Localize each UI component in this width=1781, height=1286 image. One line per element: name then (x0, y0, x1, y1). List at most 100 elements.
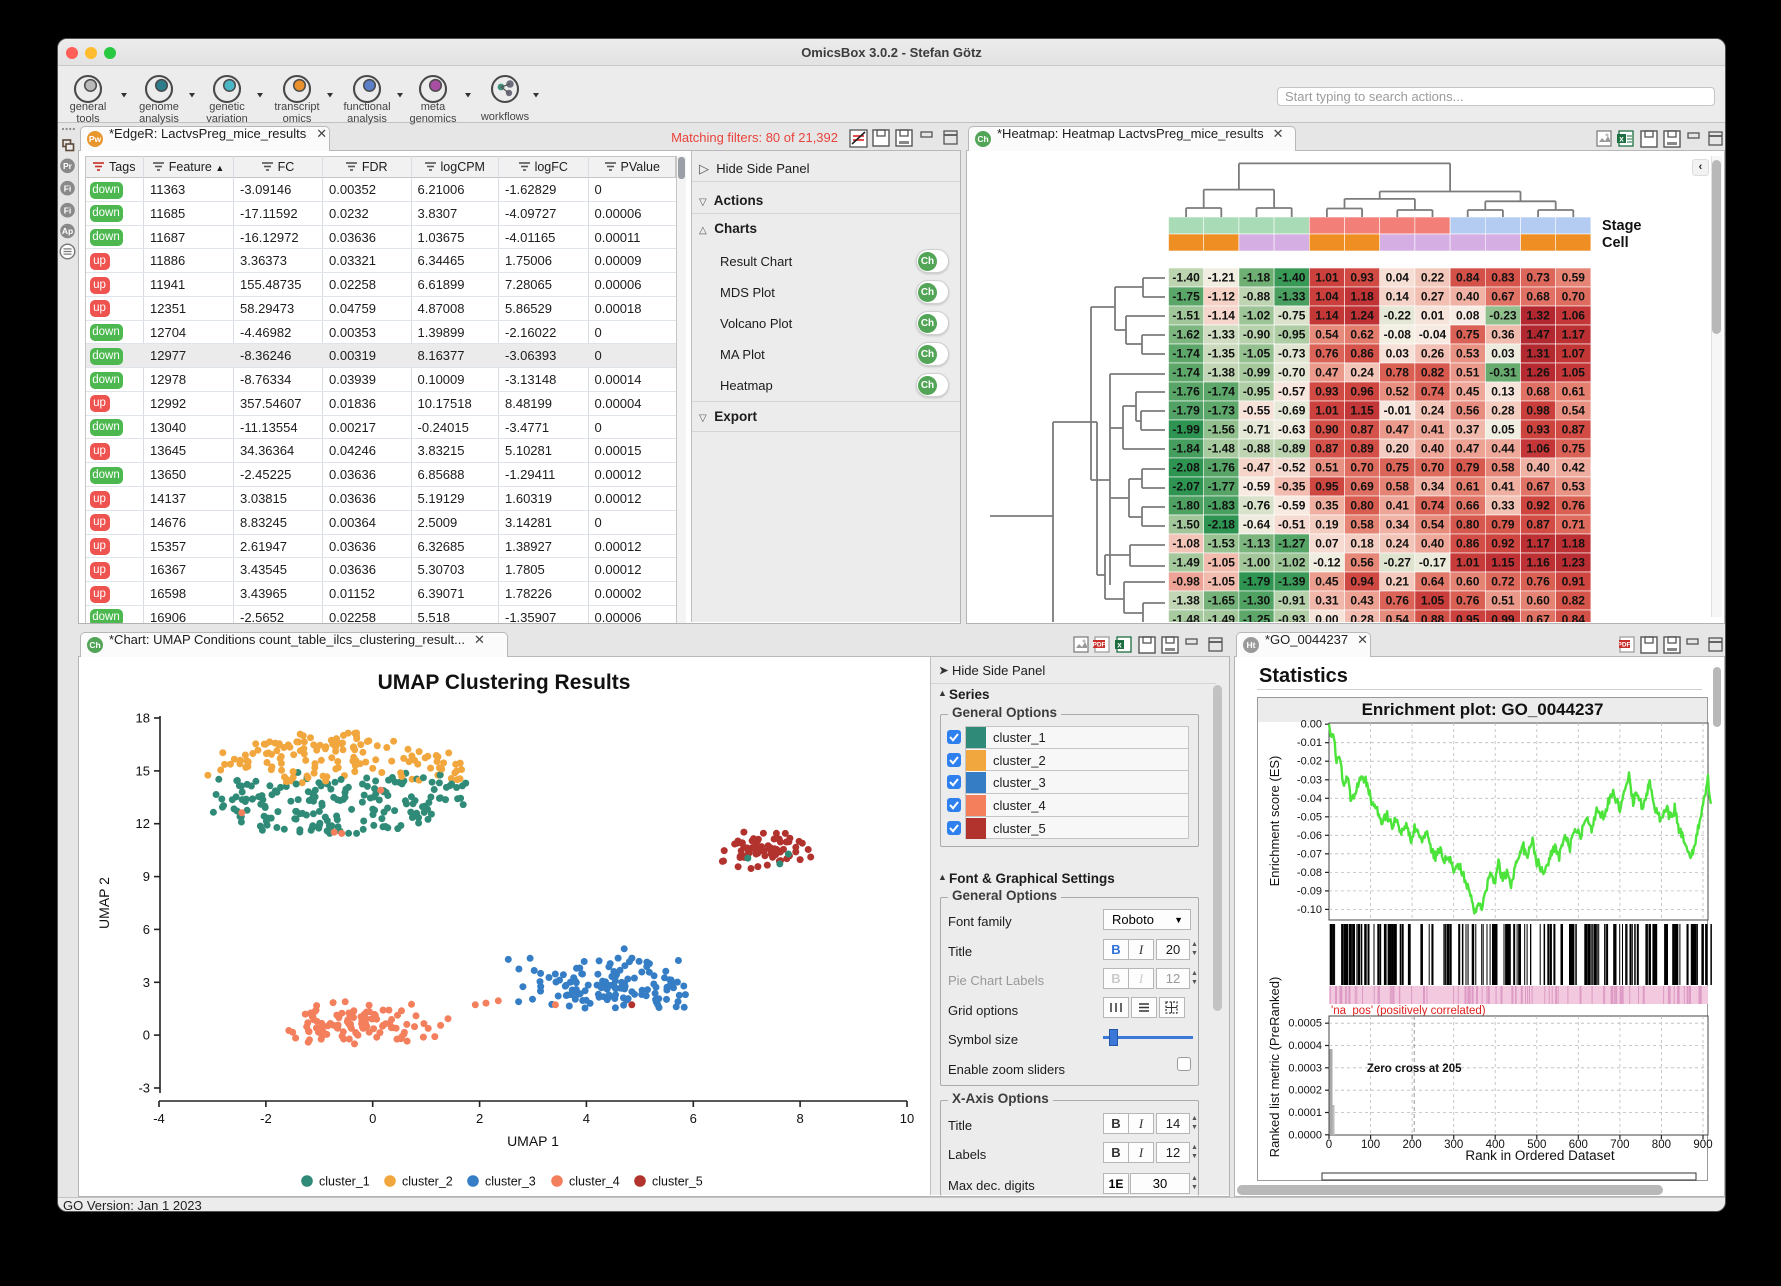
svg-text:Fi: Fi (64, 183, 72, 193)
svg-text:0.67: 0.67 (1526, 613, 1550, 622)
svg-text:-1.62: -1.62 (1172, 328, 1200, 342)
svg-text:0.74: 0.74 (1421, 499, 1445, 513)
svg-text:1.18: 1.18 (1562, 537, 1586, 551)
svg-text:1.26: 1.26 (1526, 366, 1550, 380)
svg-text:-1.76: -1.76 (1172, 385, 1200, 399)
svg-text:-1.49: -1.49 (1208, 613, 1236, 622)
svg-text:0.84: 0.84 (1562, 613, 1586, 622)
svg-text:0.70: 0.70 (1421, 461, 1445, 475)
svg-text:-0.10: -0.10 (1297, 904, 1322, 916)
svg-text:300: 300 (1444, 1139, 1463, 1151)
svg-text:-1.48: -1.48 (1208, 442, 1236, 456)
svg-text:-1.49: -1.49 (1172, 556, 1200, 570)
svg-text:0.0002: 0.0002 (1288, 1085, 1322, 1097)
svg-text:0.0005: 0.0005 (1288, 1018, 1322, 1030)
svg-text:-1.84: -1.84 (1172, 442, 1200, 456)
svg-text:PDF: PDF (1619, 642, 1631, 649)
svg-text:700: 700 (1610, 1139, 1629, 1151)
svg-text:12: 12 (136, 816, 150, 831)
svg-text:-0.09: -0.09 (1297, 885, 1322, 897)
svg-text:0.0000: 0.0000 (1288, 1129, 1322, 1141)
svg-text:0.44: 0.44 (1491, 442, 1515, 456)
svg-text:-2.08: -2.08 (1172, 461, 1200, 475)
svg-text:-1.75: -1.75 (1172, 290, 1200, 304)
svg-text:-1.38: -1.38 (1208, 366, 1236, 380)
svg-text:0.00: 0.00 (1301, 719, 1322, 731)
svg-text:0.87: 0.87 (1315, 442, 1339, 456)
svg-text:100: 100 (1361, 1139, 1380, 1151)
svg-text:0.87: 0.87 (1526, 518, 1550, 532)
svg-text:0.28: 0.28 (1491, 404, 1515, 418)
svg-text:UMAP Clustering Results: UMAP Clustering Results (378, 671, 631, 694)
svg-text:0.93: 0.93 (1526, 423, 1550, 437)
svg-text:1.24: 1.24 (1350, 309, 1374, 323)
svg-text:9: 9 (143, 869, 150, 884)
svg-text:0: 0 (143, 1028, 150, 1043)
svg-text:0.41: 0.41 (1421, 423, 1445, 437)
svg-text:cluster_5: cluster_5 (652, 1175, 703, 1189)
svg-text:1.06: 1.06 (1526, 442, 1550, 456)
svg-text:-0.52: -0.52 (1278, 461, 1306, 475)
svg-text:-0.59: -0.59 (1243, 480, 1271, 494)
svg-text:-3: -3 (138, 1081, 150, 1096)
svg-text:0.74: 0.74 (1421, 385, 1445, 399)
svg-text:0.19: 0.19 (1315, 518, 1339, 532)
svg-text:-1.33: -1.33 (1278, 290, 1306, 304)
svg-text:0.54: 0.54 (1562, 404, 1586, 418)
svg-text:0.22: 0.22 (1421, 271, 1445, 285)
svg-text:0.89: 0.89 (1350, 442, 1374, 456)
svg-text:1.17: 1.17 (1526, 537, 1550, 551)
svg-text:0.68: 0.68 (1526, 385, 1550, 399)
svg-text:0.60: 0.60 (1456, 575, 1480, 589)
svg-text:0.76: 0.76 (1386, 594, 1410, 608)
svg-text:2: 2 (476, 1111, 483, 1126)
svg-text:0.52: 0.52 (1386, 385, 1410, 399)
svg-text:-0.69: -0.69 (1278, 404, 1306, 418)
svg-text:0.67: 0.67 (1491, 290, 1515, 304)
svg-text:0.75: 0.75 (1562, 442, 1586, 456)
svg-text:-0.47: -0.47 (1243, 461, 1271, 475)
svg-text:0.84: 0.84 (1456, 271, 1480, 285)
svg-text:-1.76: -1.76 (1208, 461, 1236, 475)
svg-text:0.58: 0.58 (1386, 480, 1410, 494)
svg-text:1.16: 1.16 (1526, 556, 1550, 570)
svg-text:-0.95: -0.95 (1243, 385, 1271, 399)
svg-text:0.53: 0.53 (1562, 480, 1586, 494)
svg-text:8: 8 (796, 1111, 803, 1126)
svg-text:-0.12: -0.12 (1313, 556, 1341, 570)
svg-text:0.70: 0.70 (1350, 461, 1374, 475)
svg-text:0.40: 0.40 (1421, 537, 1445, 551)
svg-text:0.03: 0.03 (1386, 347, 1410, 361)
svg-text:6: 6 (143, 922, 150, 937)
svg-text:0.68: 0.68 (1526, 290, 1550, 304)
svg-text:Zero cross at 205: Zero cross at 205 (1367, 1063, 1462, 1075)
svg-text:-0.63: -0.63 (1278, 423, 1306, 437)
svg-text:-0.17: -0.17 (1419, 556, 1447, 570)
svg-text:-1.56: -1.56 (1208, 423, 1236, 437)
svg-text:1.05: 1.05 (1421, 594, 1445, 608)
svg-text:0.76: 0.76 (1526, 575, 1550, 589)
svg-text:0.82: 0.82 (1562, 594, 1586, 608)
svg-text:0.14: 0.14 (1386, 290, 1410, 304)
svg-text:-1.53: -1.53 (1208, 537, 1236, 551)
svg-text:Enrichment score (ES): Enrichment score (ES) (1267, 756, 1282, 887)
svg-text:0.93: 0.93 (1350, 271, 1374, 285)
svg-text:0.42: 0.42 (1562, 461, 1586, 475)
svg-text:6: 6 (690, 1111, 697, 1126)
svg-text:Pr: Pr (63, 161, 73, 171)
svg-text:0.69: 0.69 (1350, 480, 1374, 494)
svg-text:-1.00: -1.00 (1243, 556, 1271, 570)
svg-text:-0.71: -0.71 (1243, 423, 1271, 437)
svg-text:-1.33: -1.33 (1208, 328, 1236, 342)
svg-text:0.95: 0.95 (1315, 480, 1339, 494)
svg-text:0.60: 0.60 (1526, 594, 1550, 608)
svg-text:UMAP 1: UMAP 1 (507, 1133, 559, 1149)
svg-text:0.79: 0.79 (1456, 461, 1480, 475)
svg-text:-1.74: -1.74 (1208, 385, 1236, 399)
svg-text:-0.31: -0.31 (1489, 366, 1517, 380)
svg-text:-1.39: -1.39 (1278, 575, 1306, 589)
svg-text:-2.18: -2.18 (1208, 518, 1236, 532)
svg-text:cluster_2: cluster_2 (402, 1175, 453, 1189)
svg-text:1.47: 1.47 (1526, 328, 1550, 342)
svg-text:0: 0 (369, 1111, 376, 1126)
